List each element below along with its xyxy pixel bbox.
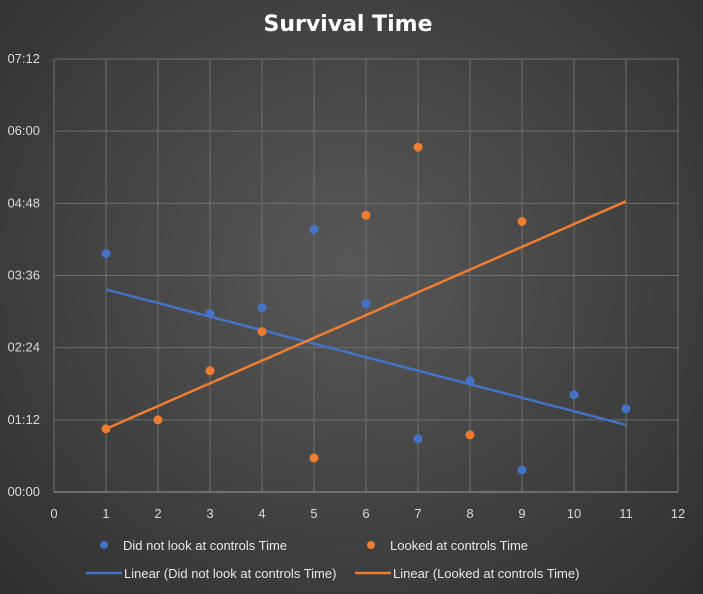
series-1-point bbox=[569, 390, 579, 400]
series-1-point bbox=[309, 224, 319, 234]
y-tick-label: 06:00 bbox=[7, 123, 40, 138]
gridlines bbox=[53, 58, 679, 493]
y-tick-label: 03:36 bbox=[7, 268, 40, 283]
x-tick-label: 9 bbox=[518, 506, 525, 521]
series-1-point bbox=[101, 248, 111, 258]
series-1-point bbox=[621, 404, 631, 414]
x-tick-label: 4 bbox=[258, 506, 265, 521]
series-2-point bbox=[465, 430, 475, 440]
y-tick-label: 04:48 bbox=[7, 195, 40, 210]
legend-label-series-1: Did not look at controls Time bbox=[123, 538, 287, 553]
x-tick-label: 10 bbox=[567, 506, 581, 521]
series-1-point bbox=[517, 465, 527, 475]
series-1-point bbox=[205, 309, 215, 319]
x-tick-label: 12 bbox=[671, 506, 685, 521]
legend-label-trendline-1: Linear (Did not look at controls Time) bbox=[124, 566, 336, 581]
x-tick-label: 6 bbox=[362, 506, 369, 521]
x-tick-label: 5 bbox=[310, 506, 317, 521]
x-tick-label: 7 bbox=[414, 506, 421, 521]
legend-label-trendline-2: Linear (Looked at controls Time) bbox=[393, 566, 579, 581]
trendline-2 bbox=[105, 200, 627, 430]
data-points bbox=[101, 142, 631, 475]
x-tick-label: 0 bbox=[50, 506, 57, 521]
series-2-point bbox=[413, 142, 423, 152]
series-2-point bbox=[361, 210, 371, 220]
legend-marker-series-1 bbox=[100, 541, 108, 549]
x-tick-label: 2 bbox=[154, 506, 161, 521]
trendlines bbox=[105, 200, 627, 430]
x-tick-label: 11 bbox=[619, 506, 633, 521]
series-2-point bbox=[257, 327, 267, 337]
series-2-point bbox=[153, 415, 163, 425]
chart-title: Survival Time bbox=[263, 12, 432, 37]
trendline-1 bbox=[105, 288, 627, 427]
x-tick-label: 8 bbox=[466, 506, 473, 521]
series-1-point bbox=[465, 376, 475, 386]
y-tick-label: 00:00 bbox=[7, 484, 40, 499]
series-2-point bbox=[205, 366, 215, 376]
legend-label-series-2: Looked at controls Time bbox=[390, 538, 528, 553]
legend-marker-series-2 bbox=[367, 541, 375, 549]
y-tick-label: 02:24 bbox=[7, 340, 40, 355]
series-1-point bbox=[257, 303, 267, 313]
series-2-point bbox=[101, 424, 111, 434]
x-tick-label: 1 bbox=[102, 506, 109, 521]
series-2-point bbox=[309, 453, 319, 463]
series-1-point bbox=[361, 299, 371, 309]
legend: Did not look at controls Time Looked at c… bbox=[86, 538, 579, 581]
series-2-point bbox=[517, 216, 527, 226]
x-tick-label: 3 bbox=[206, 506, 213, 521]
y-tick-label: 01:12 bbox=[7, 412, 40, 427]
y-tick-label: 07:12 bbox=[7, 51, 40, 66]
series-1-point bbox=[413, 434, 423, 444]
